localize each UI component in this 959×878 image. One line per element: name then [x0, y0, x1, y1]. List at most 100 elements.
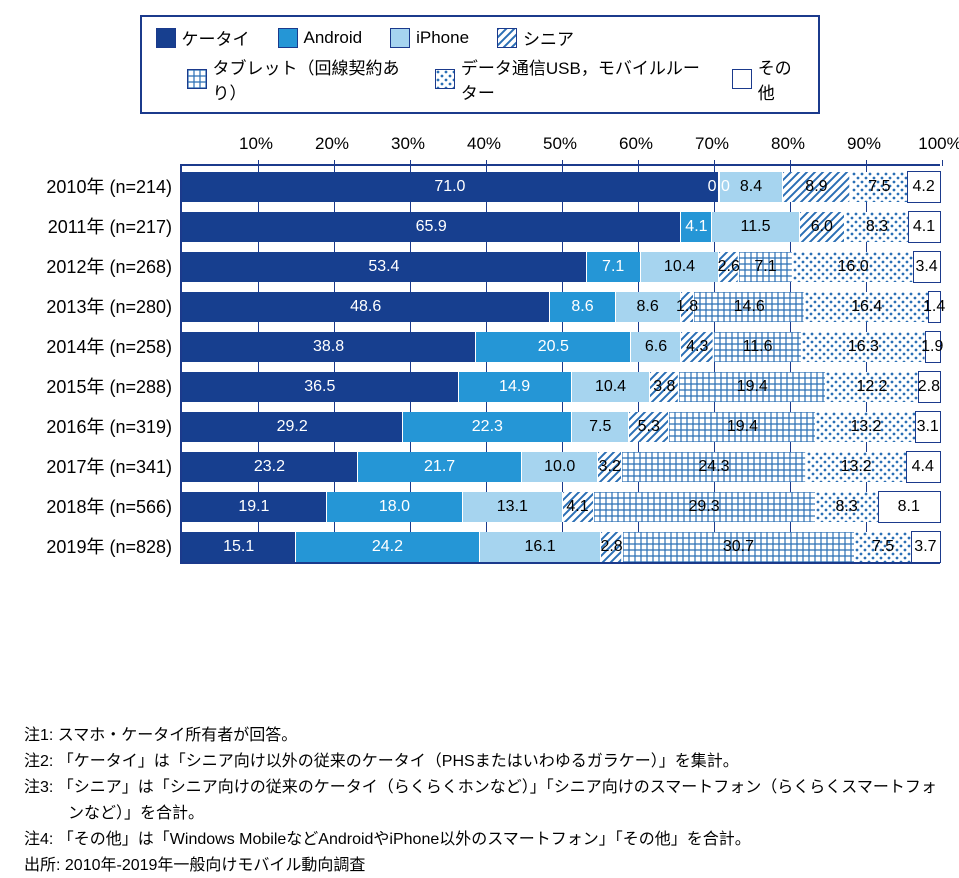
bar-row: 2014年 (n=258)38.820.56.64.311.616.31.9: [182, 332, 940, 362]
segment-value: 2.6: [718, 259, 740, 275]
axis-tick-label: 60%: [619, 134, 653, 154]
bar-segment: 19.4: [669, 412, 816, 442]
bar-segment: 16.1: [480, 532, 602, 562]
bar-segment: 3.8: [650, 372, 679, 402]
bar-segment: 5.3: [629, 412, 669, 442]
bar-row: 2016年 (n=319)29.222.37.55.319.413.23.1: [182, 412, 940, 442]
bar-row: 2018年 (n=566)19.118.013.14.129.38.38.1: [182, 492, 940, 522]
segment-value: 29.2: [277, 419, 308, 435]
legend-label: その他: [758, 54, 804, 104]
legend: ケータイAndroidiPhoneシニアタブレット（回線契約あり）データ通信US…: [140, 15, 820, 114]
segment-value: 7.1: [602, 259, 624, 275]
bar-segment: 4.1: [681, 212, 712, 242]
axis-tick-label: 20%: [315, 134, 349, 154]
segment-value: 3.8: [653, 379, 675, 395]
bar-segment: 12.2: [826, 372, 918, 402]
bar-segment: 14.6: [694, 292, 805, 322]
segment-value: 4.1: [685, 219, 707, 235]
segment-value: 8.3: [866, 219, 888, 235]
segment-value: 13.1: [497, 499, 528, 515]
segment-value: 13.2: [850, 419, 881, 435]
segment-value: 10.4: [664, 259, 695, 275]
legend-item: ケータイ: [156, 25, 250, 50]
segment-value: 24.3: [698, 459, 729, 475]
bar-segment: 16.3: [802, 332, 926, 362]
bar-segment: 4.1: [563, 492, 594, 522]
segment-value: 14.6: [734, 299, 765, 315]
bar-segment: 71.0: [182, 172, 719, 202]
bar-segment: 30.7: [623, 532, 855, 562]
segment-value: 20.5: [538, 339, 569, 355]
segment-value: 19.4: [737, 379, 768, 395]
segment-value: 16.1: [524, 539, 555, 555]
bar-segment: 36.5: [182, 372, 459, 402]
segment-value: 30.7: [723, 539, 754, 555]
segment-value: 3.7: [914, 539, 936, 555]
segment-value: 29.3: [689, 499, 720, 515]
segment-value: 4.1: [913, 219, 935, 235]
bar-segment: 65.9: [182, 212, 681, 242]
segment-value: 8.1: [898, 499, 920, 515]
legend-label: シニア: [523, 25, 574, 50]
axis-tick-label: 10%: [239, 134, 273, 154]
bar-row: 2015年 (n=288)36.514.910.43.819.412.22.8: [182, 372, 940, 402]
bar-segment: 19.1: [182, 492, 327, 522]
bar-segment: 16.4: [805, 292, 929, 322]
legend-label: Android: [304, 28, 363, 48]
bar-segment: 8.1: [879, 492, 940, 522]
row-label: 2014年 (n=258): [12, 332, 172, 362]
bar-segment: 8.9: [783, 172, 850, 202]
legend-label: データ通信USB，モバイルルーター: [461, 54, 714, 104]
bar-segment: 1.9: [926, 332, 940, 362]
segment-value: 24.2: [372, 539, 403, 555]
segment-value: 6.0: [811, 219, 833, 235]
segment-value: 1.9: [921, 339, 943, 355]
bar-segment: 2.8: [919, 372, 940, 402]
segment-value: 65.9: [416, 219, 447, 235]
bar-segment: 3.1: [916, 412, 939, 442]
bar-row: 2012年 (n=268)53.47.110.42.67.116.03.4: [182, 252, 940, 282]
segment-value: 22.3: [472, 419, 503, 435]
bar-segment: 14.9: [459, 372, 572, 402]
footnote-line: 注4: 「その他」は「Windows MobileなどAndroidやiPhon…: [24, 828, 939, 852]
bar-segment: 38.8: [182, 332, 476, 362]
bar-row: 2011年 (n=217)65.94.111.56.08.34.1: [182, 212, 940, 242]
bar-segment: 3.7: [912, 532, 940, 562]
bar-segment: 23.2: [182, 452, 358, 482]
segment-value: 36.5: [304, 379, 335, 395]
chart: 10%20%30%40%50%60%70%80%90%100% 2010年 (n…: [180, 134, 899, 564]
bar-segment: 24.2: [296, 532, 479, 562]
bar-segment: 11.6: [714, 332, 802, 362]
bar-segment: 4.2: [908, 172, 940, 202]
segment-value: 4.2: [913, 179, 935, 195]
segment-value: 48.6: [350, 299, 381, 315]
row-label: 2018年 (n=566): [12, 492, 172, 522]
segment-value: 3.4: [915, 259, 937, 275]
footnote-line: 出所: 2010年-2019年一般向けモバイル動向調査: [24, 854, 939, 878]
bar-segment: 7.1: [739, 252, 793, 282]
bar-segment: 13.1: [463, 492, 562, 522]
segment-value: 10.0: [544, 459, 575, 475]
bar-segment: 19.4: [679, 372, 826, 402]
legend-item: iPhone: [390, 25, 469, 50]
segment-value: 11.6: [743, 339, 773, 355]
segment-value: 7.5: [868, 179, 890, 195]
segment-value: 0.0: [708, 179, 730, 195]
segment-value: 3.2: [599, 459, 621, 475]
segment-value: 8.4: [740, 179, 762, 195]
bar-segment: 18.0: [327, 492, 463, 522]
bar-segment: 21.7: [358, 452, 522, 482]
bar-row: 2013年 (n=280)48.68.68.61.814.616.41.4: [182, 292, 940, 322]
bar-segment: 53.4: [182, 252, 587, 282]
bar-segment: 29.3: [594, 492, 816, 522]
segment-value: 4.4: [912, 459, 934, 475]
segment-value: 38.8: [313, 339, 344, 355]
segment-value: 19.4: [727, 419, 758, 435]
axis-tick-label: 70%: [695, 134, 729, 154]
bar-segment: 7.1: [587, 252, 641, 282]
segment-value: 6.6: [645, 339, 667, 355]
segment-value: 3.1: [917, 419, 939, 435]
segment-value: 18.0: [379, 499, 410, 515]
footnote-line: ンなど）」を合計。: [24, 802, 939, 826]
segment-value: 7.5: [589, 419, 611, 435]
